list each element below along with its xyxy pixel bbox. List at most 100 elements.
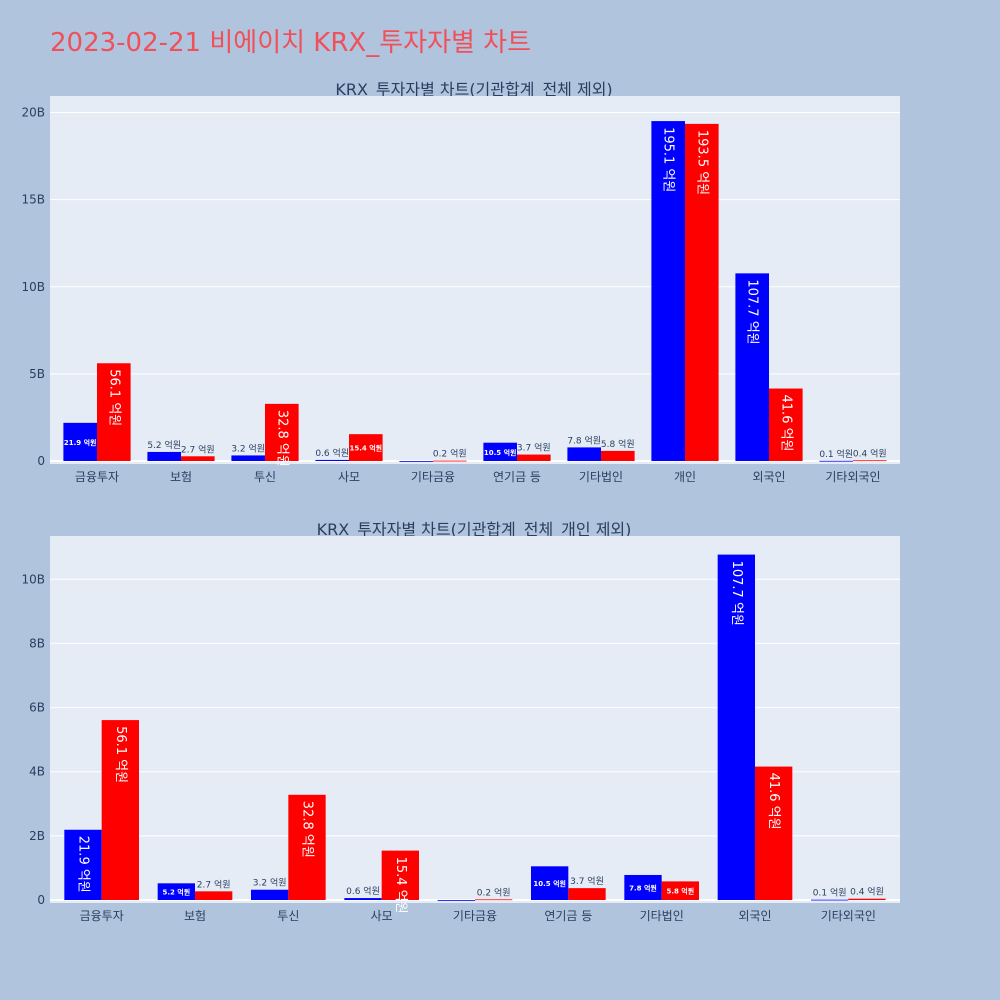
bar-buy-2 <box>251 889 289 900</box>
bar-buy-3 <box>344 898 382 900</box>
bar-sell-4 <box>475 899 513 901</box>
bar-label: 0.1 억원 <box>813 887 847 899</box>
x-tick-label: 투신 <box>254 470 276 484</box>
bar-label: 3.7 억원 <box>517 442 551 454</box>
x-tick-label: 외국인 <box>738 909 771 923</box>
bar-label: 3.2 억원 <box>231 442 265 454</box>
bar-sell-2 <box>288 794 326 900</box>
x-tick-label: 기타외국인 <box>821 909 876 923</box>
bar-label: 0.4 억원 <box>850 886 884 898</box>
bar-label: 56.1 억원 <box>106 369 121 426</box>
bar-buy-0 <box>63 422 97 461</box>
bar-label: 0.4 억원 <box>853 447 887 459</box>
bar-label: 10.5 억원 <box>484 448 517 457</box>
x-tick-label: 금융투자 <box>75 470 119 484</box>
y-tick-label: 5B <box>29 367 45 381</box>
bar-label: 0.1 억원 <box>819 448 853 460</box>
bar-sell-0 <box>97 363 131 461</box>
bar-sell-3 <box>349 434 383 461</box>
x-tick-label: 투신 <box>277 909 299 923</box>
bar-label: 5.2 억원 <box>147 439 181 451</box>
bar-buy-3 <box>315 459 349 461</box>
bar-label: 5.8 억원 <box>601 438 635 450</box>
bar-buy-4 <box>399 461 433 462</box>
bar-buy-8 <box>811 899 849 901</box>
bar-sell-8 <box>769 388 803 461</box>
bar-label: 32.8 억원 <box>274 410 289 467</box>
x-tick-label: 금융투자 <box>80 909 124 923</box>
bar-label: 32.8 억원 <box>300 801 315 858</box>
bar-label: 7.8 억원 <box>567 434 601 446</box>
bar-sell-7 <box>755 766 793 900</box>
bar-sell-6 <box>601 450 635 461</box>
y-tick-label: 10B <box>21 280 45 294</box>
bar-label: 41.6 억원 <box>778 395 793 452</box>
bar-sell-5 <box>517 454 551 461</box>
bar-buy-6 <box>567 447 601 461</box>
y-tick-label: 4B <box>29 765 45 779</box>
bar-sell-2 <box>265 403 299 461</box>
chart-bottom-title: KRX_투자자별 차트(기관합계_전체_개인 제외) <box>317 520 632 540</box>
bar-label: 2.7 억원 <box>197 878 231 890</box>
y-tick-label: 20B <box>21 106 45 120</box>
bar-sell-1 <box>195 891 233 900</box>
bar-label: 0.2 억원 <box>477 886 511 898</box>
page-title: 2023-02-21 비에이치 KRX_투자자별 차트 <box>50 28 532 58</box>
bar-buy-8 <box>735 273 769 461</box>
bar-buy-1 <box>147 451 181 461</box>
y-tick-label: 10B <box>21 572 45 586</box>
x-tick-label: 외국인 <box>752 470 785 484</box>
x-tick-label: 연기금 등 <box>544 909 592 923</box>
bar-label: 3.7 억원 <box>570 875 604 887</box>
bar-sell-8 <box>848 898 886 900</box>
bar-label: 21.9 억원 <box>64 438 97 447</box>
bar-buy-7 <box>651 121 685 461</box>
x-tick-label: 기타법인 <box>640 909 684 923</box>
bar-label: 107.7 억원 <box>745 279 760 344</box>
bar-label: 5.2 억원 <box>162 888 190 897</box>
chart-bottom: KRX_투자자별 차트(기관합계_전체_개인 제외) 0 2B 4B 6B 8B 10B 금… <box>21 520 900 923</box>
bar-label: 0.6 억원 <box>315 447 349 459</box>
bar-buy-1 <box>157 883 195 900</box>
bar-label: 3.2 억원 <box>253 877 287 889</box>
x-tick-label: 사모 <box>371 909 393 923</box>
chart-top-title: KRX_투자자별 차트(기관합계_전체 제외) <box>335 80 612 100</box>
y-tick-label: 0 <box>37 454 45 468</box>
chart-top: KRX_투자자별 차트(기관합계_전체 제외) 0 5B 10B 15B 20B 금융투자… <box>21 80 900 484</box>
bar-buy-4 <box>437 900 475 901</box>
bar-label: 56.1 억원 <box>113 726 128 783</box>
bar-sell-7 <box>685 123 719 462</box>
bar-sell-1 <box>181 456 215 461</box>
bar-buy-2 <box>231 455 265 461</box>
y-tick-label: 2B <box>29 829 45 843</box>
x-tick-label: 기타금융 <box>453 909 497 923</box>
bar-label: 7.8 억원 <box>629 883 657 892</box>
x-tick-label: 개인 <box>674 470 696 484</box>
x-tick-label: 보험 <box>184 909 206 923</box>
bar-buy-6 <box>624 874 662 900</box>
bar-buy-0 <box>64 829 102 900</box>
bar-label: 5.8 억원 <box>666 887 694 896</box>
bar-buy-9 <box>819 460 853 462</box>
bar-label: 21.9 억원 <box>76 836 91 893</box>
bar-label: 195.1 억원 <box>661 127 676 192</box>
x-tick-label: 연기금 등 <box>493 470 541 484</box>
x-tick-label: 기타금융 <box>411 470 455 484</box>
bar-sell-5 <box>568 888 606 900</box>
bar-sell-4 <box>433 460 467 462</box>
bar-label: 0.2 억원 <box>433 448 467 460</box>
x-tick-label: 보험 <box>170 470 192 484</box>
bar-sell-6 <box>661 881 699 900</box>
bar-sell-9 <box>853 460 887 462</box>
bar-label: 15.4 억원 <box>393 857 408 914</box>
bar-label: 107.7 억원 <box>729 561 744 626</box>
bar-label: 10.5 억원 <box>533 879 566 888</box>
bar-buy-5 <box>483 442 517 461</box>
bar-label: 0.6 억원 <box>346 885 380 897</box>
y-tick-label: 15B <box>21 193 45 207</box>
bar-buy-7 <box>717 554 755 900</box>
y-tick-label: 6B <box>29 701 45 715</box>
bar-label: 2.7 억원 <box>181 443 215 455</box>
x-tick-label: 기타법인 <box>579 470 623 484</box>
bar-sell-0 <box>101 720 139 900</box>
